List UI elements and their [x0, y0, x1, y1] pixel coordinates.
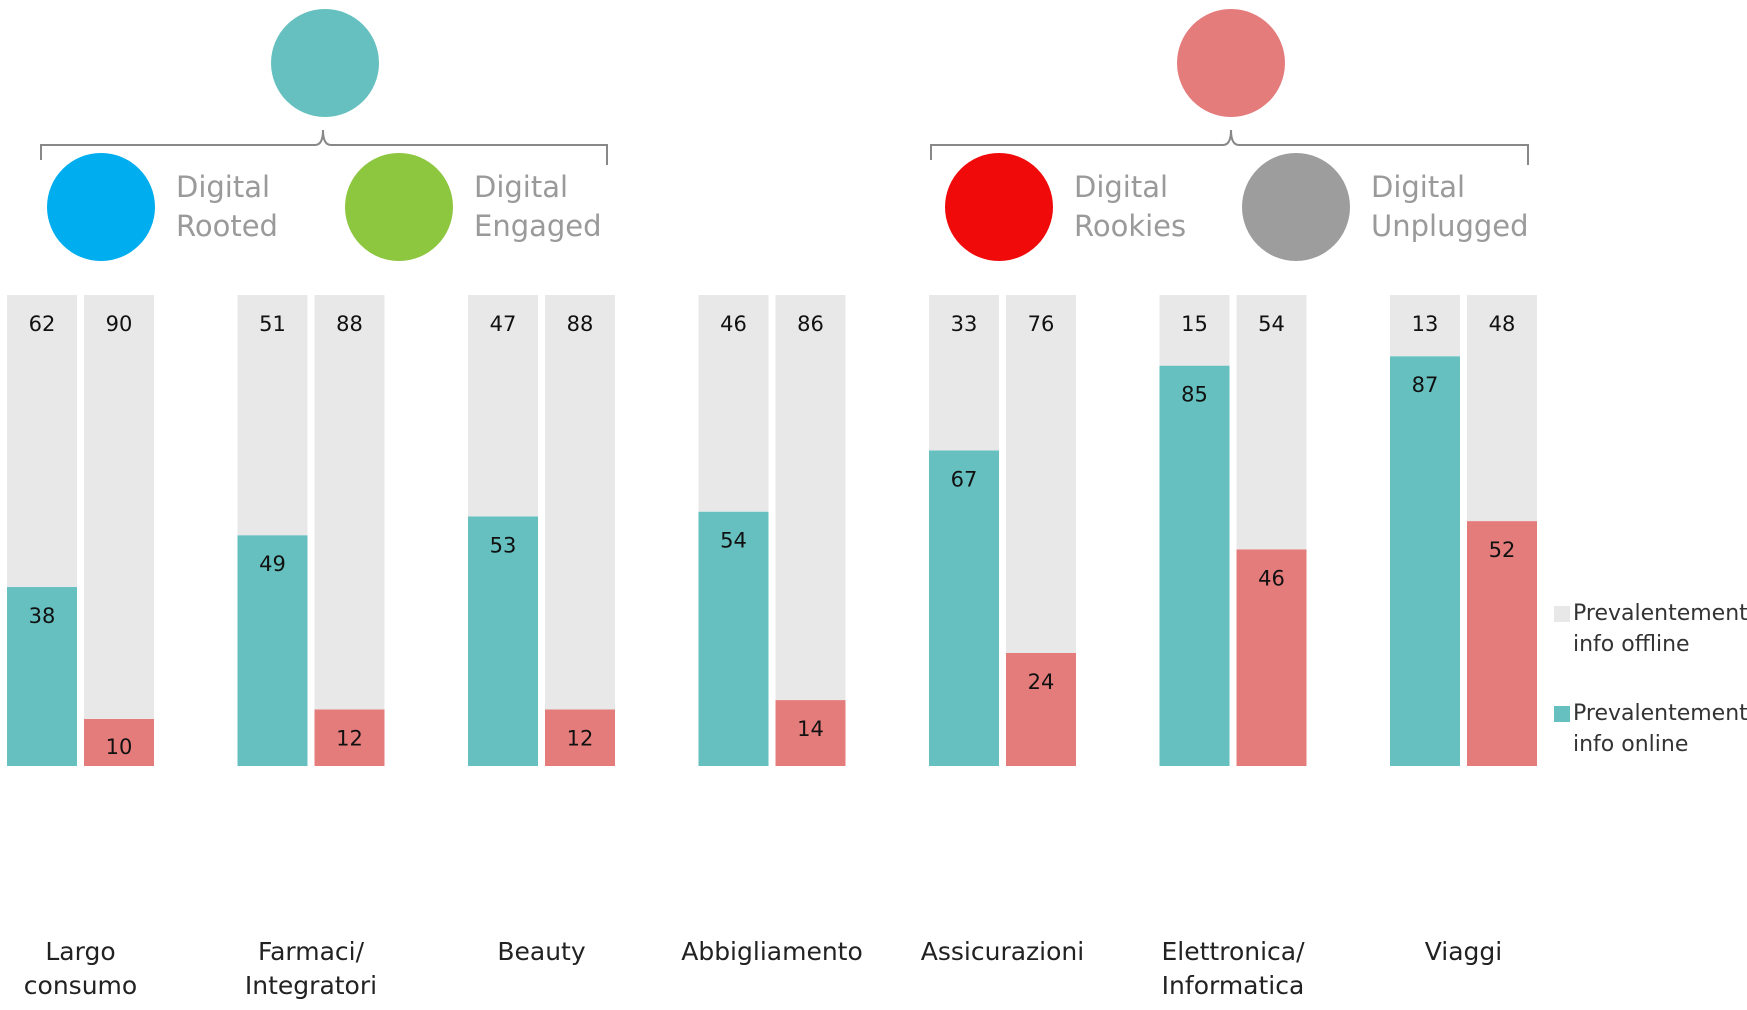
legend-label: Prevalentemente info online: [1573, 701, 1747, 757]
category-label: Viaggi: [1424, 937, 1503, 966]
bar-segment: [698, 295, 769, 512]
value-label: 24: [1028, 670, 1055, 694]
value-label: 86: [797, 312, 824, 336]
bar-segment: [775, 295, 846, 701]
value-label: 46: [720, 312, 747, 336]
bar-segment: [468, 516, 538, 766]
bar-segment: [1390, 295, 1460, 357]
value-label: 90: [106, 312, 133, 336]
bar-segment: [7, 587, 77, 766]
bar-segment: [545, 709, 615, 766]
value-label: 51: [259, 312, 286, 336]
group-circle: [1177, 9, 1285, 117]
legend-label: Prevalentemente info offline: [1573, 601, 1747, 657]
category-label: Abbigliamento: [681, 937, 863, 966]
bar-segment: [84, 295, 154, 719]
bar-segment: [84, 718, 154, 766]
bar-segment: [929, 450, 999, 766]
bar-segment: [1467, 295, 1537, 522]
bar-segment: [1467, 521, 1537, 766]
value-label: 12: [567, 726, 594, 750]
bar-segment: [929, 295, 999, 451]
value-label: 52: [1489, 538, 1516, 562]
legend-swatch: [1554, 706, 1570, 722]
bar-segment: [468, 295, 538, 517]
category-label: Largo consumo: [23, 937, 138, 1000]
legend-swatch: [1554, 606, 1570, 622]
group-label: Digital Rooted: [176, 170, 278, 243]
value-label: 54: [720, 529, 747, 553]
value-label: 12: [336, 726, 363, 750]
value-label: 48: [1489, 312, 1516, 336]
bar-segment: [1159, 365, 1230, 766]
value-label: 10: [106, 735, 133, 759]
bracket: [930, 129, 1529, 165]
bar-segment: [545, 295, 615, 710]
value-label: 13: [1412, 312, 1439, 336]
value-label: 76: [1028, 312, 1055, 336]
bar-segment: [237, 295, 308, 536]
group-badge: [345, 153, 453, 261]
group-badge: [1242, 153, 1350, 261]
bar-segment: [1390, 356, 1460, 766]
value-label: 88: [336, 312, 363, 336]
group-badge: [47, 153, 155, 261]
value-label: 14: [797, 717, 824, 741]
bar-segment: [698, 511, 769, 766]
value-label: 38: [29, 604, 56, 628]
value-label: 85: [1181, 383, 1208, 407]
bar-segment: [1159, 295, 1230, 366]
group-label: Digital Engaged: [474, 170, 602, 243]
value-label: 49: [259, 552, 286, 576]
value-label: 54: [1258, 312, 1285, 336]
bar-segment: [314, 709, 385, 766]
value-label: 67: [951, 467, 978, 491]
category-label: Farmaci/ Integratori: [244, 937, 378, 1000]
value-label: 62: [29, 312, 56, 336]
value-label: 88: [567, 312, 594, 336]
bar-segment: [1006, 652, 1076, 766]
value-label: 53: [490, 533, 517, 557]
bar-segment: [237, 535, 308, 766]
group-label: Digital Unplugged: [1371, 170, 1529, 243]
value-label: 46: [1258, 566, 1285, 590]
group-badge: [945, 153, 1053, 261]
bar-segment: [775, 700, 846, 766]
group-label: Digital Rookies: [1074, 170, 1187, 243]
value-label: 47: [490, 312, 517, 336]
bar-segment: [1006, 295, 1076, 653]
bar-segment: [1236, 549, 1307, 766]
bar-segment: [1236, 295, 1307, 550]
category-label: Elettronica/ Informatica: [1161, 937, 1305, 1000]
bar-segment: [7, 295, 77, 588]
bracket: [40, 129, 608, 165]
value-label: 87: [1412, 373, 1439, 397]
group-circle: [271, 9, 379, 117]
value-label: 33: [951, 312, 978, 336]
value-label: 15: [1181, 312, 1208, 336]
category-label: Assicurazioni: [920, 937, 1085, 966]
category-label: Beauty: [497, 937, 586, 966]
bar-segment: [314, 295, 385, 710]
